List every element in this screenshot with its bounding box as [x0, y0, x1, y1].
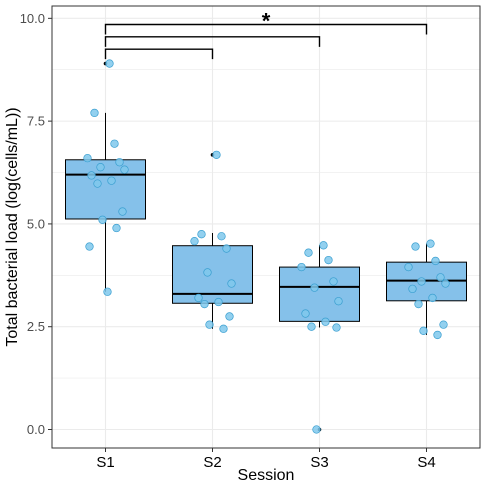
data-point: [332, 323, 341, 332]
y-tick-label: 5.0: [27, 216, 45, 231]
panel-border: [51, 5, 481, 449]
data-point: [85, 242, 94, 251]
data-point: [205, 320, 214, 329]
data-point: [411, 242, 420, 251]
data-point: [307, 322, 316, 331]
x-axis-title: Session: [238, 467, 295, 484]
data-point: [93, 179, 102, 188]
data-point: [90, 108, 99, 118]
x-tick-label: S2: [203, 454, 221, 471]
data-point: [417, 277, 426, 286]
points-s4: [404, 239, 450, 340]
box-iqr: [279, 266, 360, 322]
significance-bracket: [104, 23, 428, 35]
data-point: [414, 299, 423, 309]
data-point: [110, 139, 119, 148]
data-point: [312, 425, 321, 434]
data-point: [217, 232, 226, 241]
data-point: [419, 326, 428, 335]
data-point: [83, 153, 92, 163]
significance-label: *: [262, 9, 271, 34]
data-point: [105, 59, 114, 68]
data-point: [426, 239, 435, 248]
data-point: [428, 293, 437, 303]
data-point: [319, 241, 328, 250]
y-tick-label: 2.5: [27, 319, 45, 334]
data-point: [329, 277, 338, 286]
y-tick-label: 0.0: [27, 422, 45, 437]
data-point: [408, 284, 417, 294]
data-point: [87, 171, 96, 180]
data-point: [433, 330, 442, 340]
data-point: [96, 163, 105, 172]
boxes: [65, 61, 467, 432]
data-points: [83, 59, 450, 434]
data-point: [324, 255, 333, 265]
data-point: [301, 309, 310, 318]
data-point: [212, 150, 221, 159]
grid-lines: [52, 6, 480, 448]
points-s2: [190, 150, 236, 333]
data-point: [334, 297, 343, 306]
data-point: [98, 215, 107, 224]
box-iqr: [65, 159, 146, 220]
points-s1: [83, 59, 129, 296]
data-point: [214, 297, 223, 307]
y-axis-title: Total bacterial load (log(cells/mL)): [4, 107, 21, 346]
significance-bracket: [104, 48, 214, 60]
x-tick-label: S3: [310, 454, 328, 471]
box-s2: [172, 153, 253, 329]
data-point: [441, 279, 450, 288]
data-point: [321, 317, 330, 326]
x-tick-label: S4: [417, 454, 435, 471]
box-s1: [65, 61, 146, 292]
data-point: [115, 158, 124, 167]
data-point: [225, 312, 234, 321]
y-tick-label: 7.5: [27, 114, 45, 129]
data-point: [194, 293, 203, 303]
data-point: [219, 324, 228, 333]
data-point: [107, 176, 116, 185]
points-s3: [297, 241, 343, 434]
data-point: [297, 262, 306, 272]
y-tick-label: 10.0: [20, 11, 45, 26]
data-point: [431, 256, 440, 266]
data-point: [197, 230, 206, 239]
data-point: [190, 237, 199, 246]
data-point: [120, 165, 129, 174]
x-tick-label: S1: [96, 454, 114, 471]
box-s4: [386, 243, 467, 335]
data-point: [404, 262, 413, 272]
data-point: [436, 273, 445, 282]
significance-bracket: [104, 36, 321, 47]
data-point: [203, 268, 212, 277]
data-point: [200, 299, 209, 309]
data-point: [227, 279, 236, 288]
axes: 0.0 2.5 5.0 7.5 10.0 S1 S2 S3 S4: [20, 11, 436, 471]
data-point: [112, 223, 121, 233]
data-point: [222, 244, 231, 253]
data-point: [439, 320, 448, 329]
significance-brackets: *: [104, 9, 428, 60]
data-point: [310, 283, 319, 292]
data-point: [118, 207, 127, 216]
data-point: [304, 248, 313, 257]
data-point: [103, 287, 112, 296]
